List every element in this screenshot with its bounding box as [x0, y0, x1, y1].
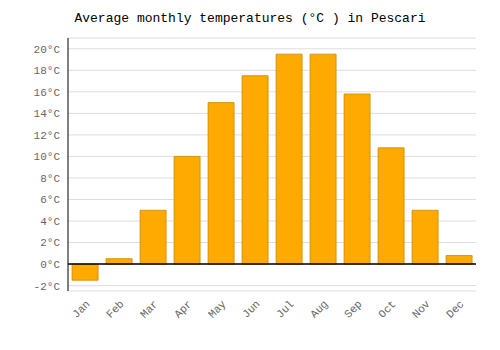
svg-text:8°C: 8°C: [40, 173, 60, 185]
svg-text:18°C: 18°C: [34, 65, 61, 77]
svg-text:Dec: Dec: [444, 298, 466, 320]
svg-text:20°C: 20°C: [34, 44, 61, 56]
svg-text:Nov: Nov: [410, 298, 433, 321]
svg-text:10°C: 10°C: [34, 151, 61, 163]
svg-text:Jun: Jun: [240, 298, 262, 320]
svg-text:Sep: Sep: [342, 298, 364, 320]
svg-text:Oct: Oct: [376, 298, 398, 320]
svg-text:6°C: 6°C: [40, 194, 60, 206]
svg-text:-2°C: -2°C: [34, 281, 61, 293]
svg-text:Jul: Jul: [274, 298, 296, 320]
svg-text:Jan: Jan: [70, 298, 92, 320]
svg-text:Aug: Aug: [308, 298, 330, 320]
html-text:Average monthly temperatures (: Average monthly temperatures (°C ) in Pe…: [74, 11, 426, 26]
svg-text:Mar: Mar: [138, 298, 160, 320]
svg-text:14°C: 14°C: [34, 108, 61, 120]
svg-text:16°C: 16°C: [34, 87, 61, 99]
svg-text:Feb: Feb: [104, 298, 126, 320]
svg-text:2°C: 2°C: [40, 237, 60, 249]
svg-text:May: May: [206, 298, 229, 321]
svg-text:0°C: 0°C: [40, 259, 60, 271]
svg-text:Apr: Apr: [172, 298, 194, 320]
svg-text:4°C: 4°C: [40, 216, 60, 228]
svg-text:12°C: 12°C: [34, 130, 61, 142]
